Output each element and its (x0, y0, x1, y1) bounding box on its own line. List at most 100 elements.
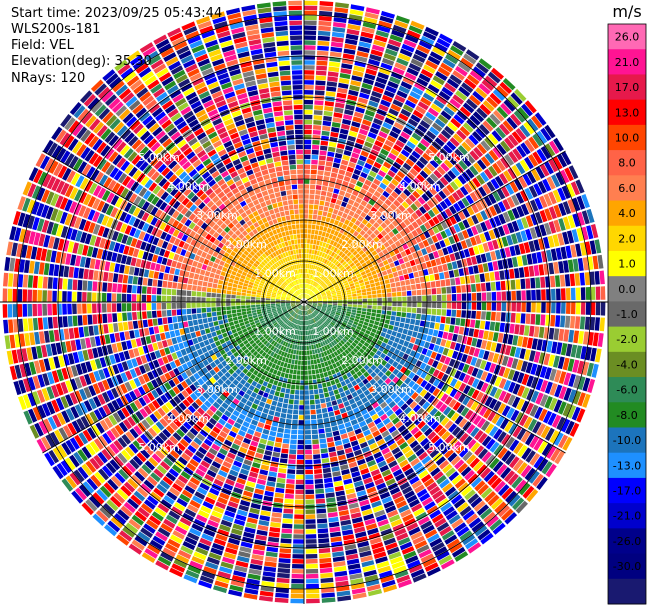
velocity-gate (289, 354, 292, 359)
velocity-gate (233, 317, 238, 321)
velocity-gate (78, 268, 84, 279)
velocity-gate (136, 338, 142, 347)
velocity-gate (441, 309, 446, 316)
velocity-gate (62, 304, 67, 315)
velocity-gate (87, 304, 92, 314)
velocity-gate (164, 325, 169, 332)
velocity-gate (92, 314, 97, 324)
velocity-gate (264, 450, 272, 456)
velocity-gate (541, 302, 546, 313)
velocity-gate (535, 314, 540, 325)
velocity-gate (295, 500, 304, 505)
velocity-gate (276, 299, 280, 301)
velocity-gate (290, 389, 295, 394)
velocity-gate (241, 296, 246, 299)
velocity-gate (198, 280, 203, 285)
velocity-gate (110, 334, 116, 344)
velocity-gate (330, 380, 335, 385)
velocity-gate (212, 283, 217, 288)
velocity-gate (412, 331, 418, 337)
velocity-gate (333, 431, 340, 437)
velocity-gate (144, 269, 150, 277)
velocity-gate (436, 316, 441, 323)
velocity-gate (323, 387, 328, 392)
velocity-gate (167, 282, 172, 289)
velocity-gate (44, 331, 50, 343)
velocity-gate (28, 275, 33, 288)
velocity-gate (373, 302, 377, 305)
velocity-gate (330, 396, 336, 401)
velocity-gate (293, 534, 304, 539)
velocity-gate (297, 450, 304, 455)
velocity-gate (266, 547, 278, 553)
velocity-gate (216, 294, 221, 298)
velocity-gate (277, 573, 290, 578)
velocity-gate (317, 414, 323, 419)
velocity-gate (266, 552, 278, 558)
velocity-gate (264, 424, 271, 430)
velocity-gate (277, 578, 290, 583)
velocity-gate (230, 275, 235, 280)
velocity-gate (306, 534, 317, 539)
velocity-gate (186, 297, 190, 302)
velocity-gate (52, 304, 57, 315)
velocity-gate (49, 264, 55, 276)
velocity-gate (213, 263, 219, 269)
velocity-gate (455, 318, 460, 326)
velocity-gate (327, 371, 332, 376)
velocity-gate (333, 561, 345, 567)
velocity-gate (305, 371, 308, 375)
velocity-gate (196, 303, 201, 308)
velocity-gate (327, 437, 334, 442)
velocity-gate (234, 280, 239, 284)
velocity-gate (251, 302, 256, 304)
velocity-gate (128, 321, 133, 329)
velocity-gate (291, 579, 304, 584)
velocity-gate (90, 258, 96, 268)
velocity-gate (268, 537, 279, 543)
velocity-gate (162, 303, 167, 310)
velocity-gate (266, 445, 274, 451)
velocity-gate (400, 317, 405, 322)
velocity-gate (396, 312, 401, 317)
velocity-gate (292, 420, 298, 425)
velocity-gate (317, 518, 327, 523)
velocity-gate (242, 286, 247, 290)
velocity-gate (251, 294, 256, 297)
velocity-gate (283, 509, 293, 514)
velocity-gate (498, 333, 504, 343)
velocity-gate (568, 330, 574, 343)
velocity-gate (107, 314, 112, 323)
velocity-gate (311, 360, 314, 365)
velocity-gate (294, 365, 298, 370)
velocity-gate (318, 533, 329, 538)
velocity-gate (296, 470, 304, 475)
velocity-gate (256, 302, 260, 304)
velocity-gate (118, 274, 123, 283)
velocity-gate (291, 430, 297, 435)
velocity-gate (321, 448, 328, 453)
velocity-gate (294, 524, 304, 529)
velocity-gate (261, 434, 268, 440)
velocity-gate (396, 332, 402, 338)
velocity-gate (24, 260, 30, 273)
velocity-gate (326, 497, 336, 503)
velocity-gate (158, 318, 163, 325)
velocity-gate (259, 515, 270, 521)
velocity-gate (73, 280, 78, 291)
velocity-gate (278, 382, 283, 387)
velocity-gate (563, 329, 569, 341)
velocity-gate (187, 285, 192, 291)
velocity-gate (314, 469, 322, 474)
velocity-gate (286, 384, 291, 389)
velocity-gate (159, 325, 165, 332)
velocity-gate (340, 408, 346, 414)
velocity-gate (176, 262, 182, 269)
velocity-gate (328, 512, 338, 518)
velocity-gate (194, 274, 199, 280)
velocity-gate (241, 309, 246, 312)
velocity-gate (304, 346, 306, 350)
velocity-gate (316, 499, 325, 504)
velocity-gate (167, 317, 172, 324)
velocity-gate (362, 305, 367, 308)
